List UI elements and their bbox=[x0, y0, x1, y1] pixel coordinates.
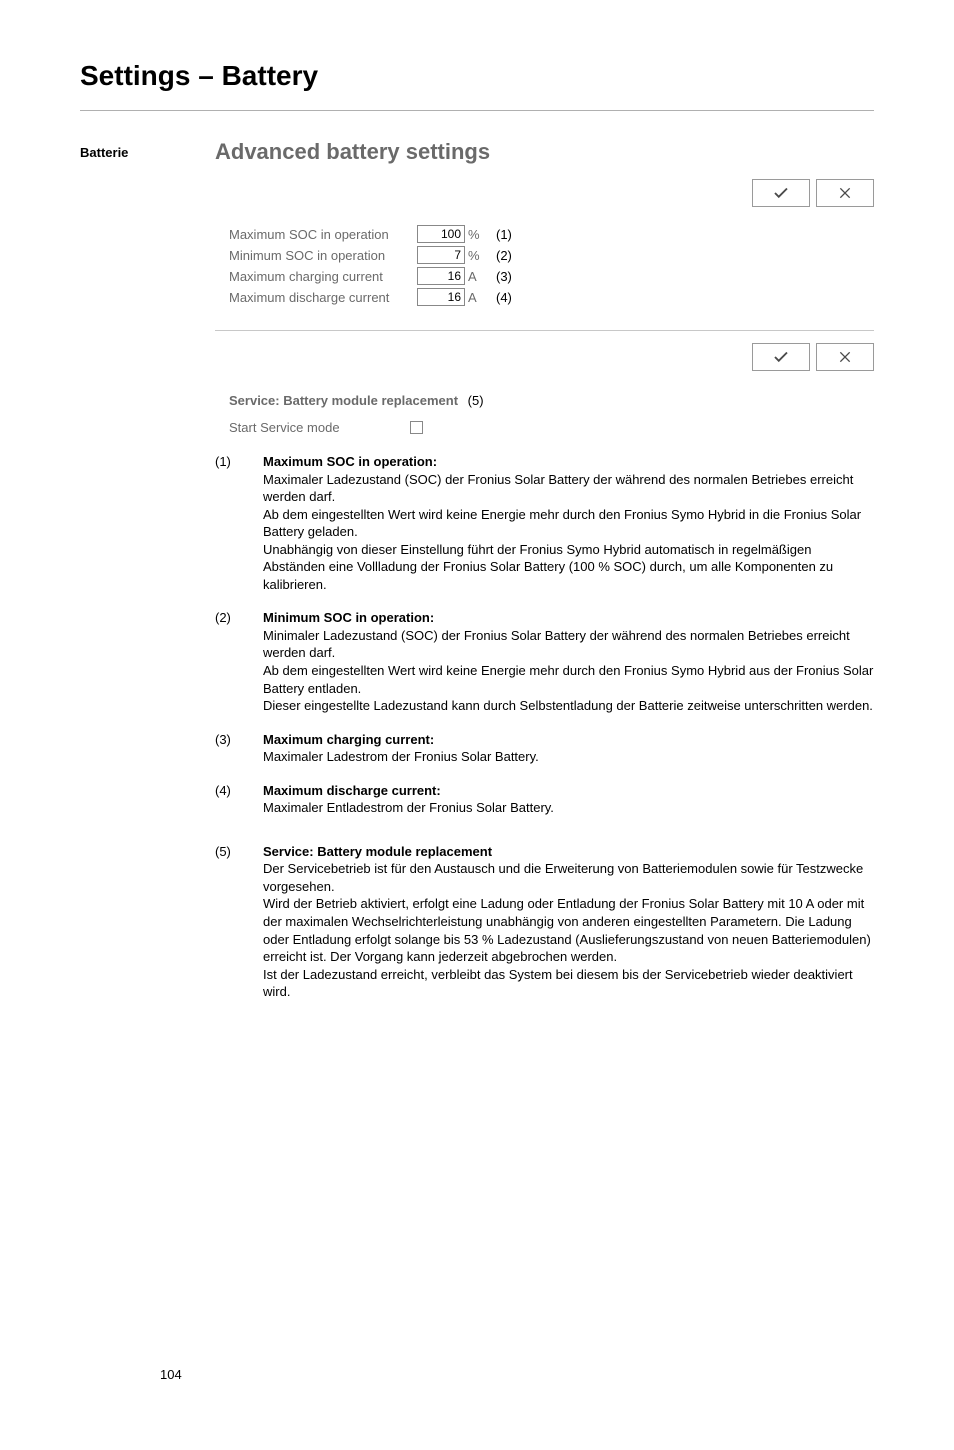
description-body: Maximum charging current: Maximaler Lade… bbox=[263, 731, 874, 766]
field-annotation: (1) bbox=[496, 227, 512, 242]
field-annotation: (2) bbox=[496, 248, 512, 263]
field-max-discharge: Maximum discharge current A (4) bbox=[229, 288, 874, 306]
field-label: Maximum charging current bbox=[229, 269, 417, 284]
field-max-charge: Maximum charging current A (3) bbox=[229, 267, 874, 285]
confirm-button[interactable] bbox=[752, 179, 810, 207]
max-charge-input[interactable] bbox=[417, 267, 465, 285]
description-number: (1) bbox=[215, 453, 263, 593]
section-divider bbox=[215, 330, 874, 331]
field-unit: % bbox=[468, 248, 486, 263]
page-title: Settings – Battery bbox=[80, 60, 874, 92]
field-label: Maximum discharge current bbox=[229, 290, 417, 305]
content-wrapper: Batterie Advanced battery settings Maxim… bbox=[80, 139, 874, 1017]
description-body: Maximum discharge current: Maximaler Ent… bbox=[263, 782, 874, 817]
description-title: Maximum SOC in operation: bbox=[263, 454, 437, 469]
field-max-soc: Maximum SOC in operation % (1) bbox=[229, 225, 874, 243]
confirm-cancel-row-1 bbox=[215, 179, 874, 207]
description-text: Der Servicebetrieb ist für den Austausch… bbox=[263, 861, 871, 999]
description-number: (4) bbox=[215, 782, 263, 817]
description-item-3: (3) Maximum charging current: Maximaler … bbox=[215, 731, 874, 766]
service-heading-text: Service: Battery module replacement bbox=[229, 393, 458, 408]
description-title: Maximum charging current: bbox=[263, 732, 434, 747]
cancel-button[interactable] bbox=[816, 343, 874, 371]
description-body: Maximum SOC in operation: Maximaler Lade… bbox=[263, 453, 874, 593]
field-unit: % bbox=[468, 227, 486, 242]
description-text: Maximaler Entladestrom der Fronius Solar… bbox=[263, 800, 554, 815]
description-title: Minimum SOC in operation: bbox=[263, 610, 434, 625]
description-item-4: (4) Maximum discharge current: Maximaler… bbox=[215, 782, 874, 817]
field-annotation: (3) bbox=[496, 269, 512, 284]
sidebar-label: Batterie bbox=[80, 139, 215, 160]
description-number: (3) bbox=[215, 731, 263, 766]
service-mode-label: Start Service mode bbox=[229, 420, 340, 435]
description-text: Maximaler Ladestrom der Fronius Solar Ba… bbox=[263, 749, 539, 764]
description-title: Service: Battery module replacement bbox=[263, 844, 492, 859]
field-unit: A bbox=[468, 269, 486, 284]
confirm-cancel-row-2 bbox=[215, 343, 874, 371]
cancel-button[interactable] bbox=[816, 179, 874, 207]
panel-title: Advanced battery settings bbox=[215, 139, 874, 165]
fields-block: Maximum SOC in operation % (1) Minimum S… bbox=[215, 225, 874, 306]
description-item-5: (5) Service: Battery module replacement … bbox=[215, 843, 874, 1001]
service-mode-checkbox[interactable] bbox=[410, 421, 423, 434]
description-text: Maximaler Ladezustand (SOC) der Fronius … bbox=[263, 472, 861, 592]
page-number: 104 bbox=[160, 1367, 182, 1382]
field-label: Maximum SOC in operation bbox=[229, 227, 417, 242]
service-mode-row: Start Service mode bbox=[215, 420, 874, 435]
service-heading-annotation: (5) bbox=[468, 393, 484, 408]
check-icon bbox=[772, 348, 790, 366]
field-min-soc: Minimum SOC in operation % (2) bbox=[229, 246, 874, 264]
description-title: Maximum discharge current: bbox=[263, 783, 441, 798]
description-item-1: (1) Maximum SOC in operation: Maximaler … bbox=[215, 453, 874, 593]
description-body: Service: Battery module replacement Der … bbox=[263, 843, 874, 1001]
description-item-2: (2) Minimum SOC in operation: Minimaler … bbox=[215, 609, 874, 714]
title-divider bbox=[80, 110, 874, 111]
description-text: Minimaler Ladezustand (SOC) der Fronius … bbox=[263, 628, 873, 713]
main-column: Advanced battery settings Maximum SOC in… bbox=[215, 139, 874, 1017]
field-label: Minimum SOC in operation bbox=[229, 248, 417, 263]
confirm-button[interactable] bbox=[752, 343, 810, 371]
min-soc-input[interactable] bbox=[417, 246, 465, 264]
close-icon bbox=[837, 349, 853, 365]
max-discharge-input[interactable] bbox=[417, 288, 465, 306]
max-soc-input[interactable] bbox=[417, 225, 465, 243]
description-body: Minimum SOC in operation: Minimaler Lade… bbox=[263, 609, 874, 714]
description-list: (1) Maximum SOC in operation: Maximaler … bbox=[215, 453, 874, 1001]
field-unit: A bbox=[468, 290, 486, 305]
check-icon bbox=[772, 184, 790, 202]
service-heading: Service: Battery module replacement (5) bbox=[215, 393, 874, 408]
field-annotation: (4) bbox=[496, 290, 512, 305]
description-number: (2) bbox=[215, 609, 263, 714]
close-icon bbox=[837, 185, 853, 201]
description-number: (5) bbox=[215, 843, 263, 1001]
